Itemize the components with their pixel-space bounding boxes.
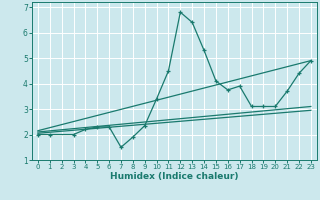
X-axis label: Humidex (Indice chaleur): Humidex (Indice chaleur) — [110, 172, 239, 181]
